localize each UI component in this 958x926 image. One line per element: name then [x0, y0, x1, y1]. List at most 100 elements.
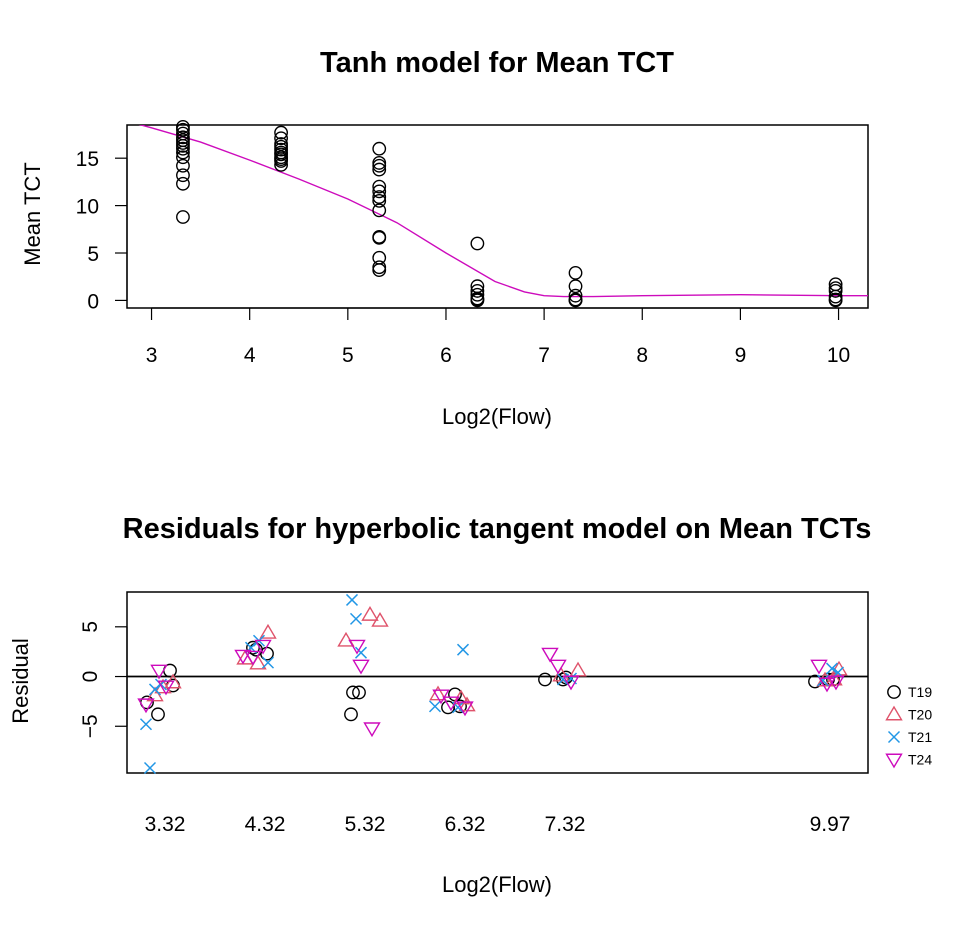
x-tick-label: 4.32 [245, 813, 286, 836]
data-point [176, 158, 190, 173]
data-point [372, 230, 387, 245]
y-axis-label: Mean TCT [20, 162, 45, 266]
data-point [176, 145, 190, 160]
data-point [372, 190, 387, 204]
x-tick-label: 5 [342, 344, 354, 367]
chart-title: Residuals for hyperbolic tangent model o… [123, 513, 872, 545]
data-point-t24 [137, 698, 155, 714]
data-point-t24 [254, 639, 272, 655]
data-point-t20 [361, 605, 379, 621]
fit-line-layer [138, 125, 868, 298]
data-point-t21 [354, 646, 368, 659]
data-point-t24 [352, 659, 370, 675]
data-point [274, 125, 288, 140]
x-axis: 3.32 4.32 5.32 6.32 7.32 9.97 [145, 813, 851, 836]
data-point [274, 131, 288, 146]
points-layer [176, 119, 843, 308]
y-axis: −5 0 5 [79, 621, 128, 738]
x-tick-label: 5.32 [345, 813, 386, 836]
data-point-t24 [150, 664, 168, 680]
data-point-t24 [541, 647, 559, 663]
data-point [274, 154, 288, 168]
y-tick-label: 15 [76, 148, 99, 171]
data-point-t24 [810, 659, 828, 675]
x-tick-label: 8 [636, 344, 648, 367]
x-tick-label: 4 [244, 344, 256, 367]
x-axis: 3 4 5 6 7 8 9 10 [146, 307, 850, 367]
data-point-t20 [429, 685, 447, 701]
data-point [470, 287, 485, 302]
y-tick-label: −5 [79, 714, 102, 738]
data-point-t20 [371, 611, 389, 627]
data-point-t20 [337, 631, 355, 647]
data-point [372, 184, 387, 199]
data-point [470, 293, 485, 308]
x-tick-label: 3.32 [145, 813, 186, 836]
legend-label: T24 [908, 752, 932, 768]
legend-marker-t21 [887, 730, 901, 744]
points-layer [137, 593, 848, 775]
data-point [568, 293, 583, 308]
data-point-t21 [825, 662, 839, 675]
data-point [568, 288, 583, 303]
data-point [372, 263, 387, 277]
x-axis-label: Log2(Flow) [442, 404, 552, 429]
x-tick-label: 6 [440, 344, 452, 367]
x-tick-label: 6.32 [445, 813, 486, 836]
y-tick-label: 0 [87, 290, 99, 313]
y-tick-label: 10 [76, 196, 99, 219]
data-point-t24 [456, 701, 474, 717]
x-tick-label: 7 [538, 344, 550, 367]
data-point-t24 [549, 659, 567, 675]
data-point-t24 [157, 680, 175, 696]
legend-marker-t20 [885, 705, 903, 721]
data-point [372, 179, 387, 194]
plot-frame [126, 124, 869, 309]
data-point [828, 284, 843, 298]
data-point [176, 168, 190, 183]
plot-frame [126, 591, 869, 774]
data-point-t24 [348, 639, 366, 655]
y-axis: 0 5 10 15 [76, 148, 128, 313]
data-point-t21 [345, 593, 359, 606]
data-point-t21 [456, 643, 470, 656]
legend-label: T19 [908, 684, 932, 700]
data-point [372, 162, 387, 177]
data-point-t24 [818, 677, 836, 693]
data-point [372, 203, 387, 218]
data-point-t24 [442, 696, 460, 712]
y-tick-label: 5 [79, 621, 102, 633]
data-point-t24 [827, 675, 845, 691]
data-point-t24 [363, 722, 381, 738]
data-point-t20 [259, 623, 277, 639]
legend-marker-t24 [885, 753, 903, 769]
fit-line [138, 125, 868, 298]
data-point-t21 [139, 718, 153, 731]
data-point [176, 141, 190, 156]
data-point [568, 279, 583, 294]
x-tick-label: 7.32 [545, 813, 586, 836]
data-point [176, 210, 190, 224]
y-tick-label: 5 [87, 243, 99, 266]
data-point [470, 284, 485, 298]
data-point-t19 [346, 685, 360, 700]
data-point [470, 236, 485, 251]
data-point [372, 260, 387, 275]
data-point [372, 158, 387, 173]
chart-residuals: Residuals for hyperbolic tangent model o… [8, 513, 932, 897]
legend: T19 T20 T21 T24 [885, 684, 932, 769]
data-point [176, 122, 190, 137]
x-tick-label: 9.97 [810, 813, 851, 836]
data-point-t24 [562, 675, 580, 691]
data-point-t19 [151, 707, 165, 722]
x-tick-label: 10 [827, 344, 850, 367]
data-point-t19 [352, 685, 366, 700]
data-point-t19 [344, 707, 358, 722]
data-point [568, 266, 583, 280]
data-point-t19 [538, 672, 552, 687]
data-point [372, 193, 387, 208]
data-point [828, 293, 843, 308]
chart-tanh-model: Tanh model for Mean TCT Log2(Flow) Mean … [20, 47, 869, 429]
data-point-t21 [143, 761, 157, 775]
